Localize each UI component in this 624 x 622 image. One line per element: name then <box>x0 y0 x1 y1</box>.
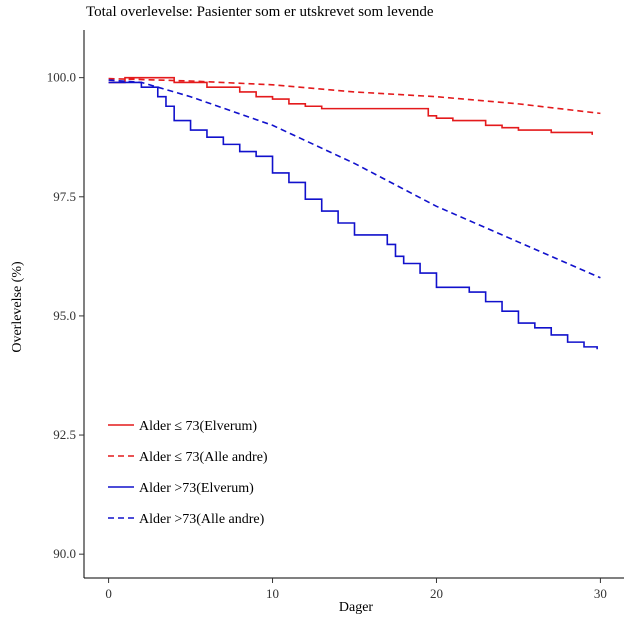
axes: 0 10 20 30 90.0 92.5 95.0 97.5 100.0 <box>47 30 624 601</box>
legend-label: Alder ≤ 73(Alle andre) <box>139 450 268 465</box>
legend-label: Alder >73(Elverum) <box>139 481 254 496</box>
chart-title: Total overlevelse: Pasienter som er utsk… <box>86 4 434 20</box>
legend-label: Alder ≤ 73(Elverum) <box>139 419 257 434</box>
legend: Alder ≤ 73(Elverum) Alder ≤ 73(Alle andre… <box>108 419 268 527</box>
x-tick-label: 0 <box>105 586 112 601</box>
x-tick-label: 20 <box>430 586 443 601</box>
x-tick-label: 30 <box>594 586 607 601</box>
series-line <box>108 81 598 350</box>
legend-label: Alder >73(Alle andre) <box>139 512 265 527</box>
y-tick-label: 95.0 <box>53 308 76 323</box>
x-tick-label: 10 <box>266 586 279 601</box>
y-axis-title: Overlevelse (%) <box>10 261 25 353</box>
y-tick-label: 100.0 <box>47 70 76 85</box>
series-layer <box>108 76 601 350</box>
y-tick-label: 92.5 <box>53 427 76 442</box>
y-tick-label: 97.5 <box>53 189 76 204</box>
y-tick-label: 90.0 <box>53 546 76 561</box>
series-line <box>108 79 601 279</box>
series-line <box>108 76 594 135</box>
series-line <box>108 77 601 115</box>
x-axis-title: Dager <box>339 600 374 615</box>
